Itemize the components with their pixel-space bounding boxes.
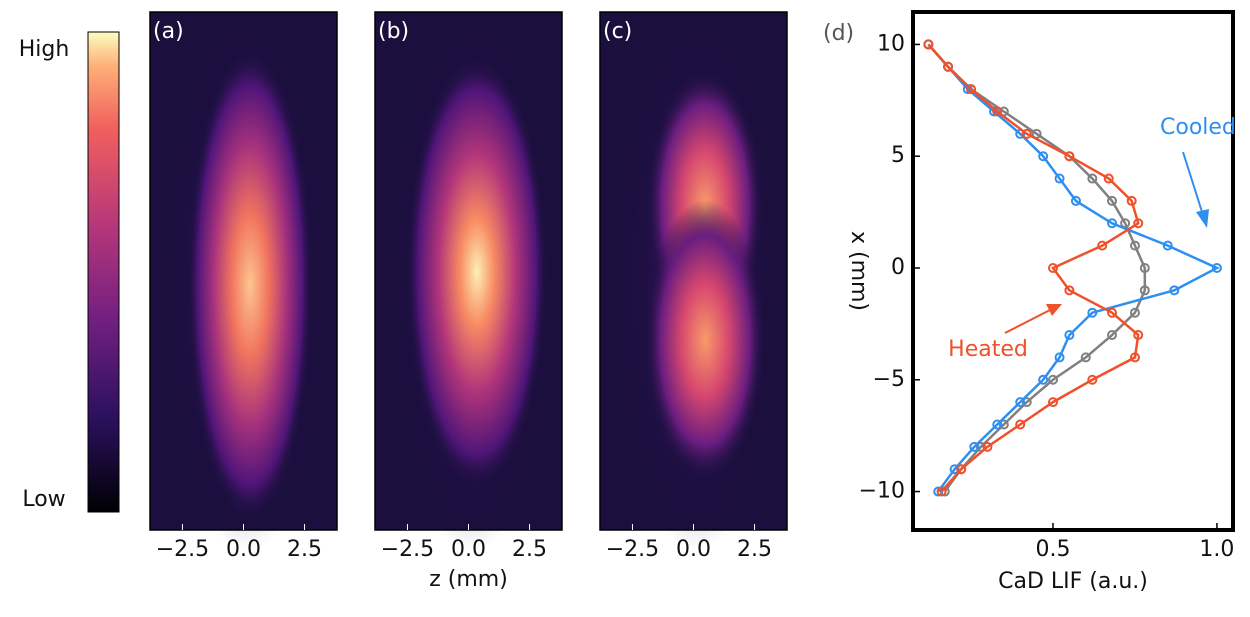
x-tick-label: −2.5 xyxy=(606,537,659,562)
data-point xyxy=(1054,173,1065,184)
data-point xyxy=(966,84,977,95)
data-point xyxy=(1107,218,1118,229)
data-point xyxy=(1087,173,1098,184)
data-point xyxy=(1133,218,1144,229)
data-point xyxy=(1211,262,1222,273)
data-point xyxy=(1038,151,1049,162)
x-tick-label: 0.0 xyxy=(226,537,261,562)
data-point xyxy=(969,441,980,452)
y-tick-label: 0 xyxy=(891,255,905,280)
data-point xyxy=(949,464,960,475)
data-point xyxy=(1048,374,1058,385)
data-point xyxy=(1070,195,1081,206)
data-point xyxy=(1107,195,1118,206)
data-point xyxy=(1129,240,1140,251)
y-tick-label: 10 xyxy=(877,31,905,56)
colorbar-high: High xyxy=(19,37,70,62)
data-point xyxy=(1169,285,1180,296)
data-point xyxy=(1048,262,1058,273)
x-tick-label: 2.5 xyxy=(287,537,322,562)
panel-label: (d) xyxy=(823,21,854,46)
panel-label: (a) xyxy=(153,19,184,44)
data-point xyxy=(1129,307,1140,318)
data-point xyxy=(1129,352,1140,363)
data-point xyxy=(1064,285,1075,296)
panel-label: (b) xyxy=(378,19,409,44)
data-point xyxy=(1054,352,1065,363)
y-tick-label: −10 xyxy=(859,479,905,504)
arrows xyxy=(1004,151,1209,334)
x-tick-label: 1.0 xyxy=(1199,537,1234,562)
data-point xyxy=(992,419,1003,430)
x-tick-label: 0.0 xyxy=(676,537,711,562)
data-point xyxy=(992,106,1003,117)
data-point xyxy=(1097,240,1108,251)
fit-line xyxy=(927,43,1147,493)
data-point xyxy=(998,419,1009,430)
y-tick-label: −5 xyxy=(873,367,905,392)
data-point xyxy=(1038,374,1049,385)
data-point xyxy=(1087,374,1098,385)
data-point xyxy=(923,39,934,50)
data-point xyxy=(1162,240,1173,251)
data-point xyxy=(1139,285,1150,296)
series-label: Heated xyxy=(948,337,1028,362)
colorbar-low: Low xyxy=(22,487,65,512)
fit-line xyxy=(927,43,1140,493)
data-point xyxy=(1064,151,1075,162)
x-tick-label: −2.5 xyxy=(156,537,209,562)
data-point xyxy=(1021,397,1032,408)
x-tick-label: −2.5 xyxy=(381,537,434,562)
data-point xyxy=(1103,173,1114,184)
heatmap-b-image xyxy=(375,10,562,550)
data-point xyxy=(1015,397,1026,408)
panel-label: (c) xyxy=(603,19,632,44)
data-point xyxy=(1107,307,1118,318)
y-axis-label: x (mm) xyxy=(846,231,871,311)
data-point xyxy=(1064,330,1075,341)
data-point xyxy=(1126,195,1137,206)
fit-line xyxy=(927,43,1220,493)
x-axis-label: CaD LIF (a.u.) xyxy=(998,569,1148,594)
data-point xyxy=(1087,307,1098,318)
x-axis-label: z (mm) xyxy=(429,567,508,592)
x-tick-label: 2.5 xyxy=(512,537,547,562)
data-point xyxy=(956,464,967,475)
data-point xyxy=(1015,419,1026,430)
x-tick-label: 0.0 xyxy=(451,537,486,562)
data-point xyxy=(1080,352,1091,363)
data-point xyxy=(943,61,954,72)
data-point xyxy=(1133,330,1144,341)
colorbar xyxy=(87,31,120,513)
data-point xyxy=(1021,128,1032,139)
x-tick-label: 0.5 xyxy=(1036,537,1071,562)
frame xyxy=(911,10,1235,532)
y-tick-label: 5 xyxy=(891,143,905,168)
series-label: Cooled xyxy=(1160,115,1236,140)
data-point xyxy=(1139,262,1150,273)
heatmap-a-image xyxy=(150,10,337,550)
data-point xyxy=(982,441,993,452)
data-point xyxy=(1048,397,1058,408)
data-point xyxy=(936,486,947,497)
heatmap-c-image xyxy=(600,10,787,550)
x-tick-label: 2.5 xyxy=(737,537,772,562)
data-point xyxy=(1107,330,1118,341)
